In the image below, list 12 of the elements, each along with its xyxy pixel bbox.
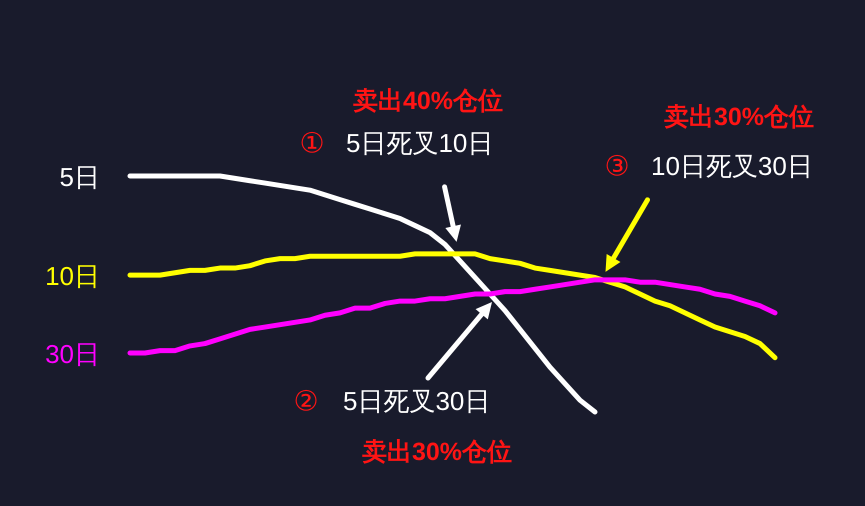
text: ① bbox=[300, 128, 324, 158]
text: 5日死叉10日 bbox=[346, 128, 494, 158]
text: 卖出30%仓位 bbox=[664, 103, 814, 131]
annotation: ③ bbox=[604, 150, 630, 182]
text: 卖出40%仓位 bbox=[353, 87, 504, 115]
annotation: ② bbox=[294, 386, 318, 416]
annotation: 10日死叉30日 bbox=[651, 151, 813, 181]
text: 卖出30%仓位 bbox=[362, 438, 512, 466]
series-label: 30日 bbox=[45, 339, 100, 369]
annotation: 5日死叉30日 bbox=[343, 386, 490, 416]
series-label: 10日 bbox=[45, 261, 100, 292]
series-label: 5日 bbox=[60, 162, 100, 192]
